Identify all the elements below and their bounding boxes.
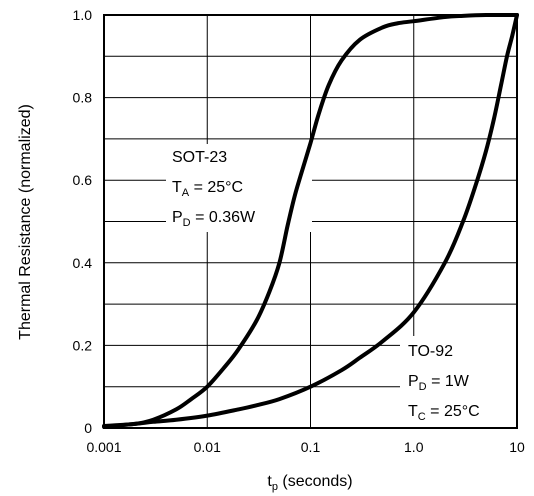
x-tick-label: 0.01 [194, 439, 221, 455]
x-axis-title-rest: (seconds) [278, 473, 353, 490]
x-tick-label: 0.001 [86, 439, 121, 455]
sot23-power-subscript: D [183, 217, 191, 229]
sot23-temp-subscript: A [182, 187, 190, 199]
x-tick-label: 0.1 [301, 439, 321, 455]
x-tick-label: 1.0 [404, 439, 424, 455]
y-tick-label: 0 [84, 420, 92, 436]
tick-labels: 0.001 0.01 0.1 1.0 10 0 0.2 0.4 0.6 0.8 1.0 [73, 7, 525, 455]
to92-temp-main: T [408, 403, 418, 420]
sot23-power-rest: = 0.36W [191, 209, 256, 226]
to92-temp-label: TC = 25°C [408, 403, 480, 423]
x-axis-title-subscript: p [272, 481, 278, 493]
y-axis-title: Thermal Resistance (normalized) [17, 104, 34, 340]
to92-temp-subscript: C [418, 411, 426, 423]
y-tick-label: 0.6 [73, 172, 93, 188]
series [102, 12, 519, 429]
to92-name-label: TO-92 [408, 343, 453, 360]
sot23-power-main: P [172, 209, 183, 226]
to92-curve [102, 13, 519, 429]
sot23-curve [102, 12, 519, 428]
y-tick-label: 0.4 [73, 255, 93, 271]
sot23-temp-label: TA = 25°C [172, 179, 243, 199]
to92-power-subscript: D [419, 381, 427, 393]
to92-power-rest: = 1W [427, 373, 470, 390]
to92-power-label: PD = 1W [408, 373, 470, 393]
y-tick-label: 0.8 [73, 90, 93, 106]
sot23-power-label: PD = 0.36W [172, 209, 256, 229]
y-tick-label: 0.2 [73, 337, 93, 353]
to92-power-main: P [408, 373, 419, 390]
sot23-temp-main: T [172, 179, 182, 196]
sot23-temp-rest: = 25°C [189, 179, 243, 196]
x-axis-title: tp (seconds) [267, 473, 352, 493]
to92-label-background [400, 336, 516, 430]
sot23-name-label: SOT-23 [172, 149, 227, 166]
plot-frame [103, 14, 518, 429]
to92-temp-rest: = 25°C [426, 403, 480, 420]
x-axis-title-main: t [267, 473, 272, 490]
x-tick-label: 10 [509, 439, 525, 455]
y-tick-label: 1.0 [73, 7, 93, 23]
